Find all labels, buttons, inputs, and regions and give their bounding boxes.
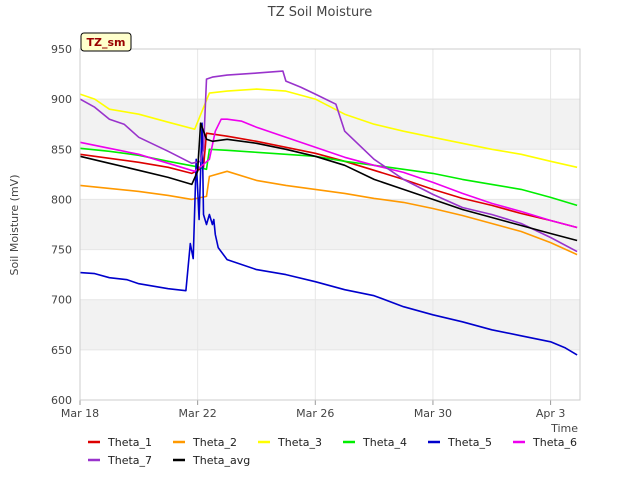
legend-label-theta-7: Theta_7 <box>107 454 152 467</box>
legend-label-theta-2: Theta_2 <box>192 436 237 449</box>
y-tick-label: 600 <box>51 394 72 407</box>
series-line-theta-4 <box>79 147 578 207</box>
legend-label-theta-4: Theta_4 <box>362 436 407 449</box>
y-tick-label: 900 <box>51 93 72 106</box>
legend: Theta_1 Theta_2 Theta_3 Theta_4 Theta_5 Theta… <box>88 436 577 467</box>
legend-label-theta-1: Theta_1 <box>107 436 152 449</box>
x-tick-label: Mar 22 <box>179 407 217 420</box>
series-line-theta-6 <box>79 118 578 229</box>
legend-label-theta-avg: Theta_avg <box>192 454 250 467</box>
chart-title: TZ Soil Moisture <box>267 5 373 20</box>
series-line-theta-2 <box>79 170 578 256</box>
x-tick-label: Mar 26 <box>296 407 334 420</box>
y-tick-label: 950 <box>51 43 72 56</box>
legend-label-theta-6: Theta_6 <box>532 436 577 449</box>
x-axis-label: Time <box>550 422 578 435</box>
y-tick-label: 700 <box>51 294 72 307</box>
series-group <box>79 70 578 356</box>
y-tick-label: 800 <box>51 193 72 206</box>
y-tick-label: 750 <box>51 244 72 257</box>
y-tick-label: 650 <box>51 344 72 357</box>
site-label-badge: TZ_sm <box>80 32 132 52</box>
legend-label-theta-3: Theta_3 <box>277 436 322 449</box>
series-line-theta-7 <box>79 70 578 253</box>
x-tick-label: Mar 18 <box>61 407 99 420</box>
y-axis-label: Soil Moisture (mV) <box>8 175 21 276</box>
grid-band <box>80 299 580 350</box>
series-line-theta-avg <box>79 122 578 242</box>
y-tick-label: 850 <box>51 143 72 156</box>
series-line-theta-1 <box>79 132 578 229</box>
series-line-theta-3 <box>79 88 578 169</box>
legend-label-theta-5: Theta_5 <box>447 436 492 449</box>
x-tick-label: Apr 3 <box>536 407 566 420</box>
axes: 600 650 700 750 800 850 900 950 Mar 18 Mar 22 Mar … <box>51 43 581 420</box>
x-tick-label: Mar 30 <box>414 407 452 420</box>
series-line-theta-5 <box>79 122 578 356</box>
site-label: TZ_sm <box>87 36 126 49</box>
plot-border <box>79 48 581 401</box>
